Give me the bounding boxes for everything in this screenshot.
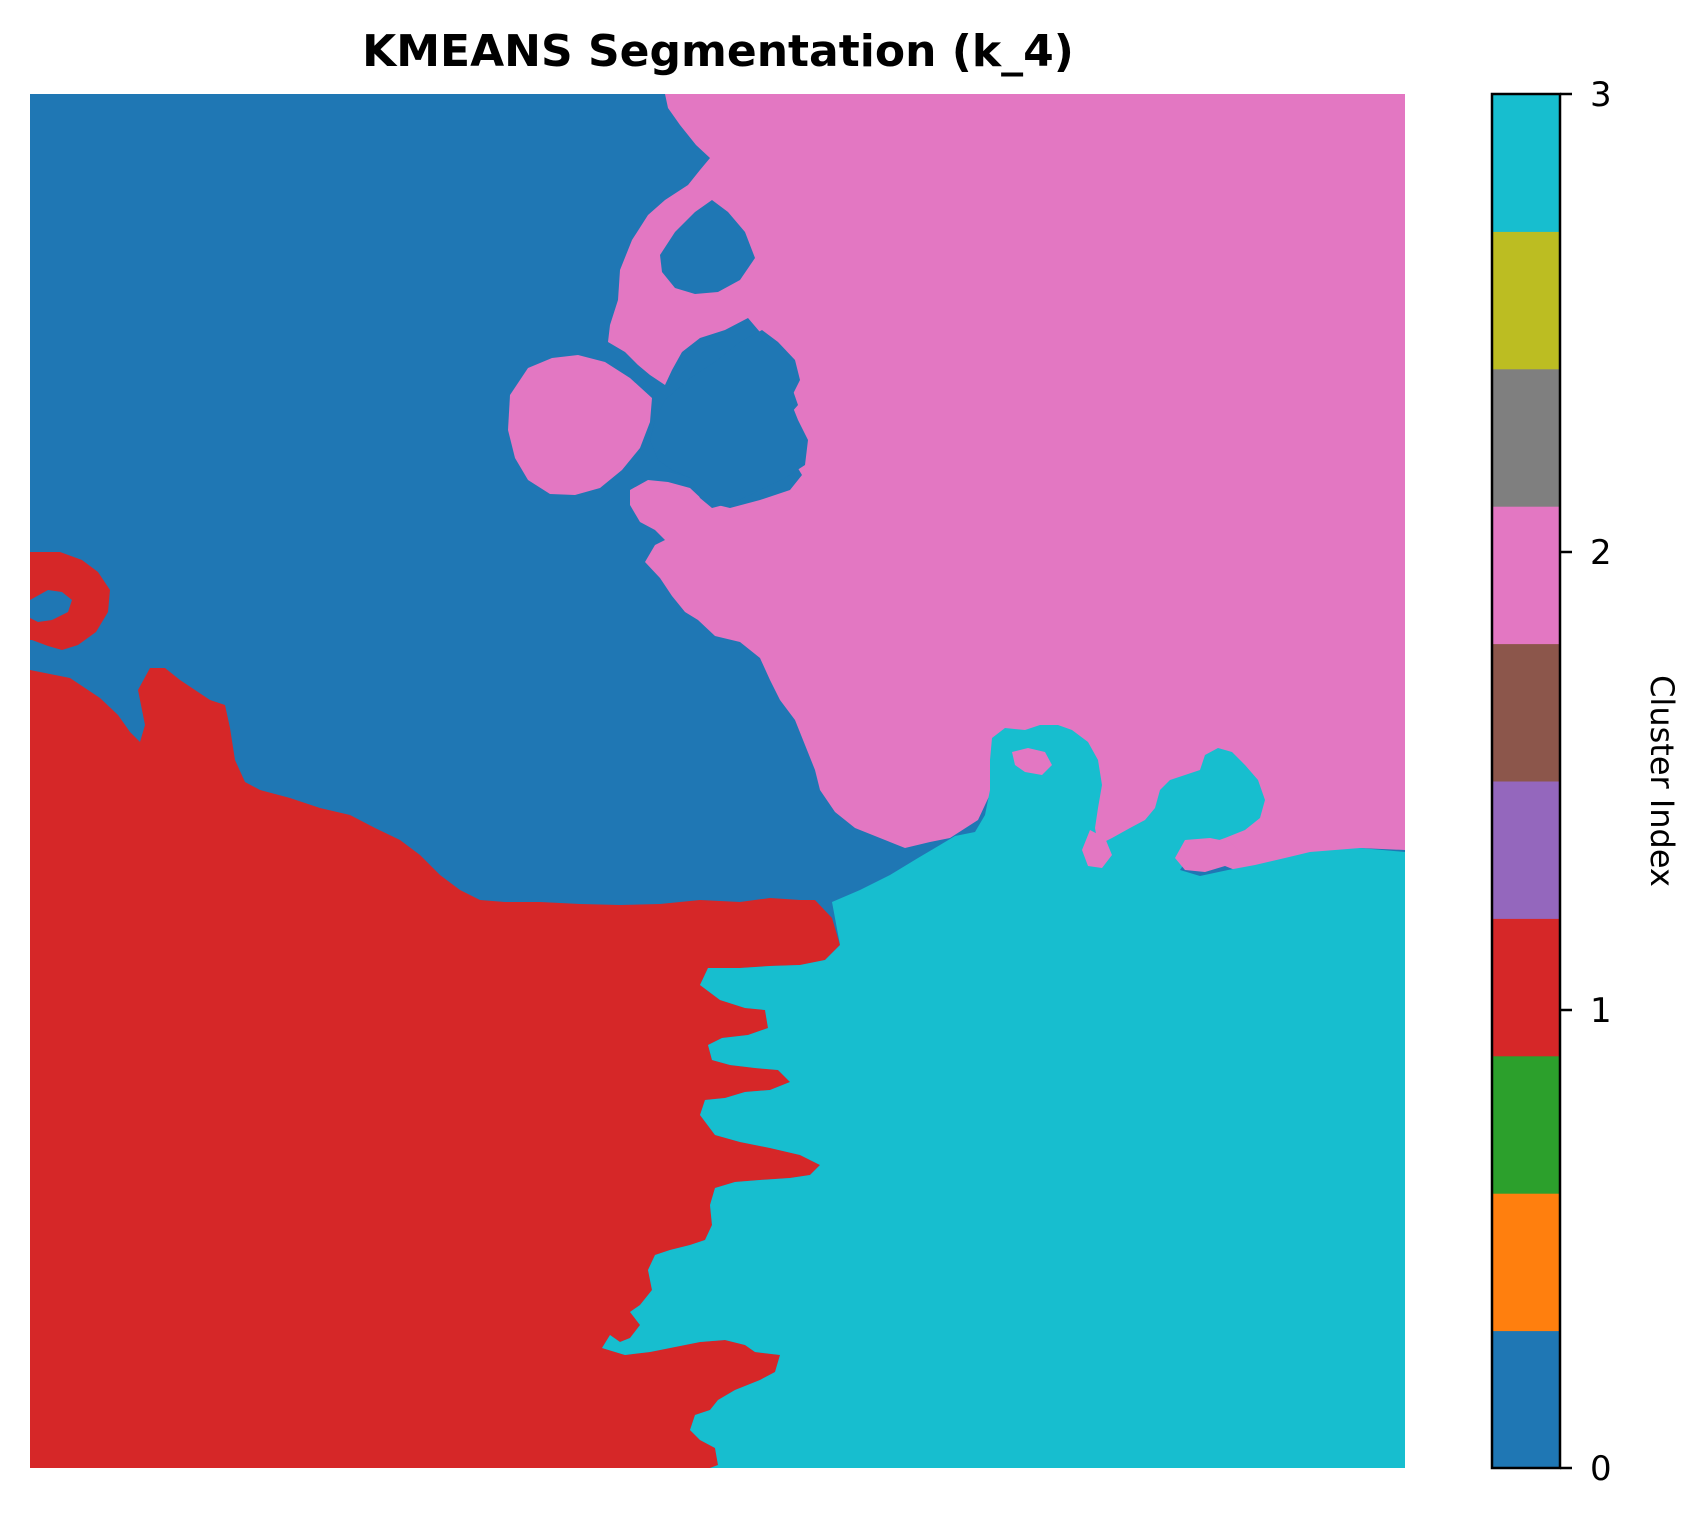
colorbar-segment-2	[1492, 1055, 1560, 1194]
colorbar-segment-1	[1492, 1193, 1560, 1332]
colorbar-tick-label-0: 0	[1590, 1449, 1612, 1489]
colorbar-segments	[1492, 94, 1560, 1469]
region-cluster-2-inlet-c	[1175, 838, 1240, 872]
colorbar-segment-9	[1492, 94, 1560, 232]
colorbar: 3 2 1 0 Cluster Index	[1490, 75, 1681, 1489]
colorbar-segment-5	[1492, 643, 1560, 782]
colorbar-segment-6	[1492, 506, 1560, 645]
chart-title: KMEANS Segmentation (k_4)	[362, 26, 1074, 77]
colorbar-segment-8	[1492, 231, 1560, 370]
region-cluster-2-inlet-a	[1012, 748, 1052, 775]
segmentation-image	[30, 94, 1405, 1468]
colorbar-ticks: 3 2 1 0	[1560, 75, 1612, 1489]
region-cluster-0-island-a	[660, 200, 755, 294]
colorbar-segment-4	[1492, 781, 1560, 919]
colorbar-label: Cluster Index	[1643, 675, 1681, 887]
colorbar-tick-label-3: 3	[1590, 75, 1612, 115]
colorbar-frame	[1490, 92, 1562, 1470]
region-cluster-0-island-b	[650, 330, 808, 508]
region-cluster-1	[30, 668, 840, 1468]
region-cluster-2-blob	[508, 355, 652, 495]
colorbar-tick-label-2: 2	[1590, 533, 1612, 573]
colorbar-segment-0	[1492, 1330, 1560, 1469]
colorbar-segment-3	[1492, 918, 1560, 1057]
region-cluster-0-notch	[30, 590, 72, 622]
region-cluster-3	[602, 725, 1405, 1468]
region-cluster-2-inlet-b	[1082, 830, 1112, 868]
region-cluster-2	[608, 94, 1405, 875]
colorbar-segment-7	[1492, 368, 1560, 507]
colorbar-tick-label-1: 1	[1590, 991, 1612, 1031]
